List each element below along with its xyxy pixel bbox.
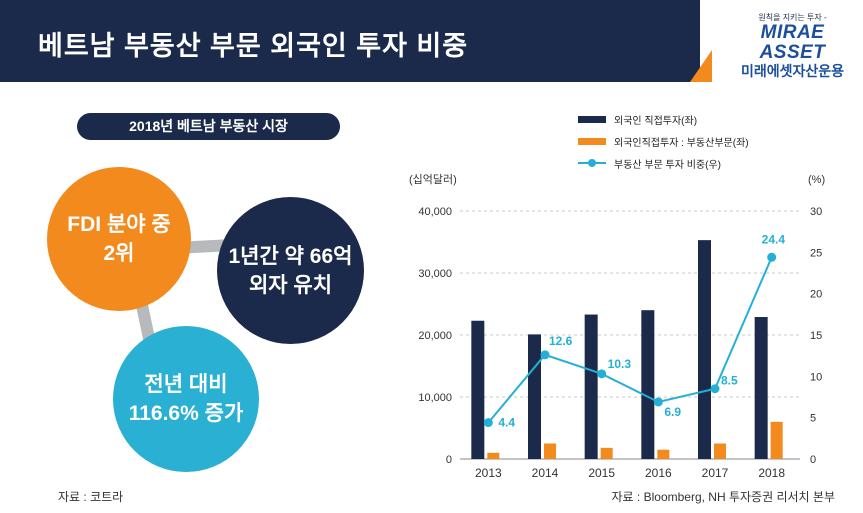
bar-fdi-2017 <box>698 240 711 459</box>
share-point <box>767 252 777 262</box>
legend-label-fdi: 외국인 직접투자(좌) <box>614 115 698 127</box>
share-point <box>597 369 607 379</box>
share-line <box>487 256 773 424</box>
header-accent <box>690 50 712 82</box>
share-point <box>540 350 550 360</box>
share-data-label: 4.4 <box>498 416 515 430</box>
page-title: 베트남 부동산 부문 외국인 투자 비중 <box>38 31 469 61</box>
chart-legend: 외국인 직접투자(좌) 외국인직접투자 : 부동산부문(좌) 부동산 부문 투자… <box>578 108 749 174</box>
x-tick-label: 2014 <box>532 466 559 480</box>
share-point <box>653 397 663 407</box>
left-tick-label: 10,000 <box>418 392 452 404</box>
right-tick-label: 30 <box>810 206 822 218</box>
bar-realestate-2016 <box>657 449 670 459</box>
foreign-capital-circle: 1년간 약 66억 외자 유치 <box>217 197 364 344</box>
market-pill: 2018년 베트남 부동산 시장 <box>77 113 340 140</box>
x-tick-label: 2018 <box>758 466 785 480</box>
legend-swatch-line <box>578 159 606 167</box>
share-point <box>483 418 493 428</box>
logo-korean: 미래에셋자산운용 <box>740 63 845 79</box>
share-data-label: 6.9 <box>664 405 681 419</box>
bar-realestate-2015 <box>600 447 613 459</box>
legend-label-share: 부동산 부문 투자 비중(우) <box>614 159 721 171</box>
logo-brand: MIRAE ASSET <box>759 22 826 63</box>
left-tick-label: 20,000 <box>418 330 452 342</box>
right-tick-label: 20 <box>810 289 822 301</box>
fdi-rank-circle: FDI 분야 중 2위 <box>47 167 191 311</box>
left-tick-label: 0 <box>446 454 452 466</box>
bar-realestate-2017 <box>714 443 726 459</box>
bar-realestate-2018 <box>770 421 783 459</box>
left-axis-title: (십억달러) <box>409 173 457 186</box>
bar-fdi-2016 <box>641 310 655 459</box>
legend-swatch-navy <box>578 115 606 123</box>
legend-item-fdi: 외국인 직접투자(좌) <box>578 108 749 130</box>
right-tick-label: 0 <box>810 454 816 466</box>
share-point <box>710 384 720 394</box>
right-tick-label: 5 <box>810 413 816 425</box>
x-tick-label: 2017 <box>702 466 729 480</box>
bar-fdi-2013 <box>471 320 485 459</box>
yoy-growth-circle: 전년 대비 116.6% 증가 <box>113 326 259 472</box>
right-tick-label: 25 <box>810 247 822 259</box>
x-tick-label: 2013 <box>475 466 502 480</box>
bar-fdi-2014 <box>528 334 541 459</box>
share-data-label: 24.4 <box>762 232 786 246</box>
x-tick-label: 2015 <box>588 466 615 480</box>
left-tick-label: 30,000 <box>418 268 452 280</box>
bar-fdi-2015 <box>584 314 598 459</box>
left-tick-label: 40,000 <box>418 206 452 218</box>
share-data-label: 8.5 <box>721 374 738 388</box>
legend-item-share: 부동산 부문 투자 비중(우) <box>578 152 749 174</box>
share-data-label: 12.6 <box>549 334 573 348</box>
chart-source: 자료 : Bloomberg, NH 투자증권 리서치 본부 <box>611 490 835 504</box>
bar-realestate-2014 <box>544 443 556 459</box>
bar-fdi-2018 <box>754 317 768 459</box>
legend-swatch-orange <box>578 137 606 145</box>
legend-label-realestate: 외국인직접투자 : 부동산부문(좌) <box>614 137 749 149</box>
mirae-asset-logo: 원칙을 지키는 투자 - MIRAE ASSET 미래에셋자산운용 <box>730 12 855 79</box>
right-axis-title: (%) <box>808 174 825 186</box>
share-data-label: 10.3 <box>608 357 632 371</box>
left-source: 자료 : 코트라 <box>58 490 124 504</box>
x-tick-label: 2016 <box>645 466 672 480</box>
header-banner: 베트남 부동산 부문 외국인 투자 비중 <box>0 0 700 82</box>
right-tick-label: 15 <box>810 330 822 342</box>
logo-tagline: 원칙을 지키는 투자 - <box>758 13 827 22</box>
right-tick-label: 10 <box>810 371 822 383</box>
legend-item-realestate: 외국인직접투자 : 부동산부문(좌) <box>578 130 749 152</box>
bar-realestate-2013 <box>487 452 500 459</box>
